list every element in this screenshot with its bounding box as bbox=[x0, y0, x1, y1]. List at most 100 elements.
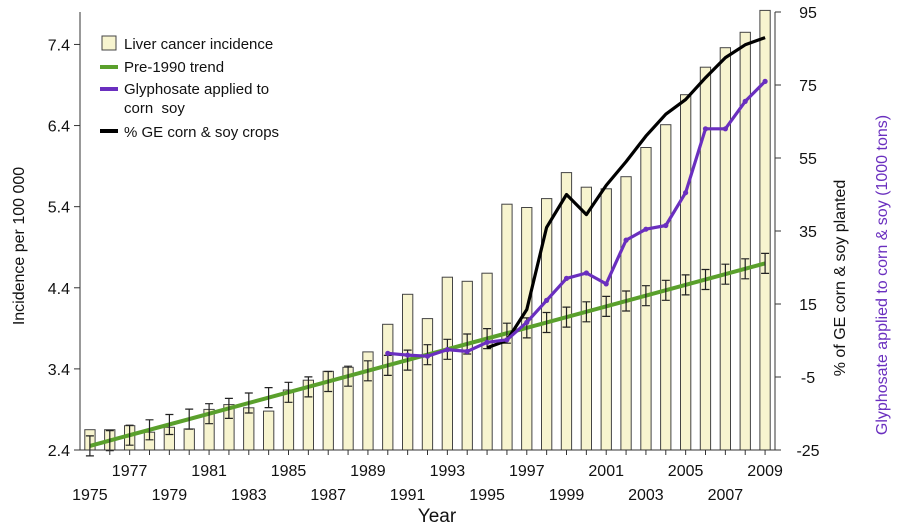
glyphosate-point-2000 bbox=[583, 270, 590, 276]
bar-2008 bbox=[739, 31, 751, 451]
bar-1980 bbox=[183, 428, 195, 451]
x-tick-label-bottom-8: 2007 bbox=[708, 487, 744, 504]
trend-error-bar-2008 bbox=[741, 258, 750, 280]
trend-error-bar-2002 bbox=[622, 290, 631, 312]
y-tick-label-4: 6.4 bbox=[48, 119, 70, 136]
glyphosate-point-2004 bbox=[663, 222, 669, 229]
trend-error-bar-2000 bbox=[582, 301, 591, 323]
glyphosate-point-1996 bbox=[504, 337, 510, 343]
bar-2001 bbox=[600, 188, 612, 451]
x-tick-label-bottom-3: 1987 bbox=[310, 487, 346, 504]
ge-crops-line bbox=[486, 36, 766, 350]
glyphosate-point-1999 bbox=[563, 275, 570, 281]
x-tick-label-top-3: 1989 bbox=[350, 463, 386, 480]
trend-error-bar-1979 bbox=[165, 413, 174, 436]
trend-error-bar-2005 bbox=[681, 274, 690, 296]
trend-error-bar-2004 bbox=[661, 279, 670, 301]
x-tick-label-top-8: 2009 bbox=[747, 463, 783, 480]
trend-error-bar-2001 bbox=[602, 295, 611, 317]
trend-error-bar-1987 bbox=[324, 370, 333, 393]
trend-error-bar-1998 bbox=[542, 311, 551, 334]
legend-label-pre1990-trend: Pre-1990 trend bbox=[124, 59, 224, 76]
y-axis-title: Incidence per 100 000 bbox=[11, 167, 28, 325]
bar-1993 bbox=[441, 276, 454, 451]
trend-error-bar-1978 bbox=[145, 419, 154, 441]
y-tick-label-3: 5.4 bbox=[48, 200, 70, 217]
trend-error-bar-1984 bbox=[264, 387, 273, 409]
trend-error-bar-1983 bbox=[244, 392, 253, 414]
trend-error-bar-1980 bbox=[185, 408, 194, 430]
x-tick-label-bottom-6: 1999 bbox=[549, 487, 585, 504]
legend-swatch-liver-cancer bbox=[101, 35, 117, 51]
glyphosate-point-2008 bbox=[742, 98, 748, 104]
x-tick-label-bottom-0: 1975 bbox=[72, 487, 108, 504]
bar-1995 bbox=[481, 272, 493, 451]
trend-error-bar-2006 bbox=[701, 268, 710, 291]
bar-1984 bbox=[263, 410, 275, 451]
trend-error-bar-2009 bbox=[761, 252, 770, 274]
y2-tick-label-3: 35 bbox=[799, 224, 817, 241]
x-tick-label-bottom-5: 1995 bbox=[469, 487, 505, 504]
bar-1990 bbox=[382, 323, 394, 451]
glyphosate-point-1993 bbox=[444, 347, 450, 353]
y2-tick-label-6: 95 bbox=[799, 5, 817, 22]
x-tick-label-top-1: 1981 bbox=[191, 463, 227, 480]
glyphosate-point-1991 bbox=[405, 352, 411, 358]
ticks-layer: 2.4 3.4 4.4 5.4 6.4 7.4 -25 -5 15 35 55 75 95 1977 198… bbox=[48, 5, 820, 504]
bar-1991 bbox=[402, 293, 414, 451]
y2-axis-title-ge: % of GE corn & soy planted bbox=[832, 180, 849, 377]
glyphosate-point-2005 bbox=[683, 190, 689, 196]
trend-error-bar-1988 bbox=[344, 365, 353, 387]
legend-label-glyphosate-line2: corn soy bbox=[124, 100, 185, 117]
y2-axis-title-glyphosate: Glyphosate applied to corn & soy (1000 t… bbox=[874, 115, 891, 435]
trend-error-bar-1995 bbox=[483, 328, 492, 350]
trend-error-bar-1986 bbox=[304, 376, 313, 398]
legend-label-glyphosate-line1: Glyphosate applied to bbox=[124, 81, 269, 98]
bar-2009 bbox=[759, 9, 771, 451]
bar-1994 bbox=[461, 280, 473, 451]
bar-2006 bbox=[699, 66, 712, 451]
glyphosate-point-1992 bbox=[424, 353, 431, 359]
bar-1992 bbox=[421, 318, 434, 451]
y2-tick-label-2: 15 bbox=[799, 297, 817, 314]
trend-error-bar-2007 bbox=[721, 263, 730, 285]
x-tick-label-top-2: 1985 bbox=[271, 463, 307, 480]
bar-2007 bbox=[719, 47, 732, 451]
x-tick-label-bottom-2: 1983 bbox=[231, 487, 267, 504]
glyphosate-point-1995 bbox=[484, 339, 490, 345]
x-tick-label-top-5: 1997 bbox=[509, 463, 545, 480]
y2-tick-label-4: 55 bbox=[799, 151, 817, 168]
y-tick-label-5: 7.4 bbox=[48, 37, 70, 54]
legend-label-liver-cancer: Liver cancer incidence bbox=[124, 36, 273, 53]
trend-error-bar-1981 bbox=[205, 403, 214, 425]
glyphosate-line bbox=[387, 80, 767, 358]
glyphosate-point-2007 bbox=[722, 126, 729, 132]
glyphosate-point-2009 bbox=[762, 78, 768, 84]
lines-layer bbox=[385, 36, 768, 359]
y2-tick-label-0: -25 bbox=[796, 443, 819, 460]
glyphosate-point-1994 bbox=[464, 348, 470, 354]
glyphosate-point-1998 bbox=[544, 297, 550, 303]
bar-1983 bbox=[243, 407, 255, 451]
trend-error-bar-2003 bbox=[641, 285, 650, 307]
trend-error-bar-1982 bbox=[224, 397, 233, 419]
y-tick-label-2: 4.4 bbox=[48, 281, 70, 298]
trend-error-bar-1977 bbox=[125, 424, 134, 446]
y-tick-label-1: 3.4 bbox=[48, 362, 70, 379]
glyphosate-point-2002 bbox=[623, 237, 629, 243]
legend-label-ge-crops: % GE corn & soy crops bbox=[124, 124, 279, 141]
glyphosate-point-2001 bbox=[603, 281, 609, 287]
trend-error-bar-1999 bbox=[562, 306, 571, 328]
y2-tick-label-1: -5 bbox=[801, 370, 815, 387]
x-axis-title: Year bbox=[418, 506, 457, 527]
legend: Liver cancer incidence Pre-1990 trend Gl… bbox=[100, 35, 279, 141]
x-tick-label-bottom-7: 2003 bbox=[628, 487, 664, 504]
trend-error-bar-1985 bbox=[284, 381, 293, 403]
bar-2002 bbox=[620, 176, 632, 451]
x-tick-label-bottom-4: 1991 bbox=[390, 487, 426, 504]
glyphosate-point-1990 bbox=[385, 350, 391, 356]
glyphosate-point-1997 bbox=[524, 319, 530, 325]
y-tick-label-0: 2.4 bbox=[48, 443, 70, 460]
